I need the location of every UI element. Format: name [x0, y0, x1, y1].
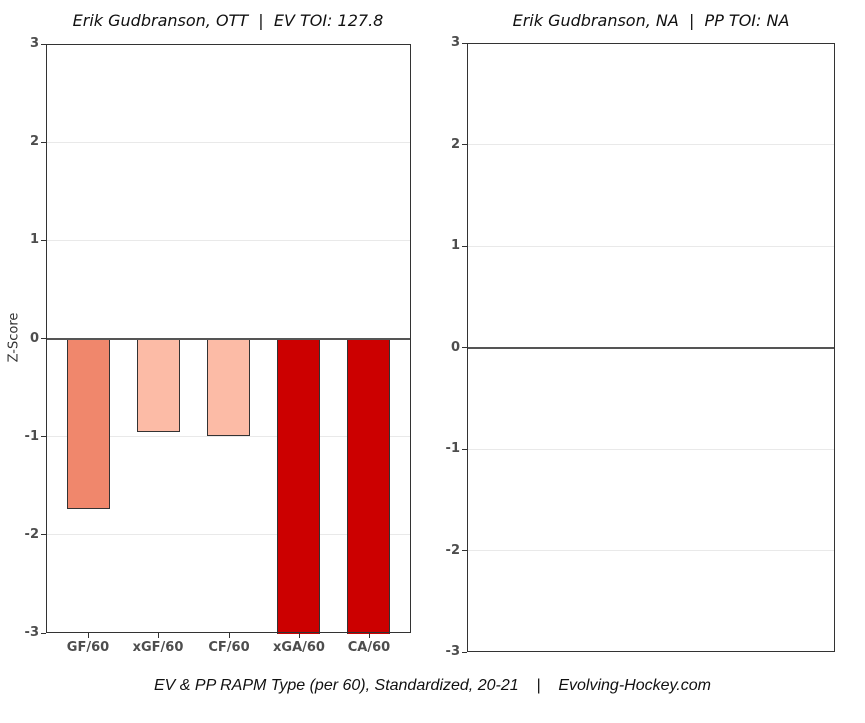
y-tick-label: 0: [450, 339, 460, 355]
y-tick: [41, 534, 46, 536]
y-tick: [462, 448, 467, 450]
y-tick: [41, 632, 46, 634]
bar-ca-60: [347, 339, 390, 634]
gridline: [47, 239, 410, 241]
y-tick: [462, 42, 467, 44]
zero-line: [467, 346, 835, 349]
y-tick-label: 1: [450, 238, 460, 253]
bar-cf-60: [207, 339, 250, 436]
y-tick-label: -3: [24, 625, 39, 640]
y-tick-label: -3: [445, 644, 460, 659]
y-tick: [462, 550, 467, 551]
y-tick: [462, 651, 467, 653]
x-axis-label: CA/60: [347, 640, 391, 655]
y-tick-label: -1: [24, 428, 39, 444]
x-tick: [299, 633, 300, 638]
y-tick-label: -1: [445, 441, 460, 456]
y-tick: [41, 141, 46, 143]
y-tick-label: 0: [29, 330, 39, 346]
zero-line: [46, 337, 411, 340]
y-tick: [462, 144, 467, 145]
y-tick: [41, 436, 46, 438]
x-tick: [229, 633, 230, 638]
y-tick-label: 1: [29, 232, 39, 248]
y-tick-label: 3: [29, 36, 39, 51]
gridline: [468, 550, 834, 551]
y-tick: [41, 338, 46, 339]
x-axis-label: GF/60: [66, 640, 110, 655]
bar-gf-60: [67, 339, 110, 509]
y-tick-label: 2: [450, 136, 460, 152]
bar-xgf-60: [137, 339, 180, 432]
gridline: [468, 144, 834, 145]
gridline: [47, 436, 410, 438]
gridline: [468, 448, 834, 450]
x-tick: [88, 633, 89, 638]
x-tick: [369, 633, 370, 638]
y-tick: [462, 245, 467, 247]
y-tick: [41, 239, 46, 241]
chart-caption: EV & PP RAPM Type (per 60), Standardized…: [154, 677, 711, 694]
y-tick-label: 3: [450, 35, 460, 50]
y-tick-label: -2: [445, 542, 460, 558]
gridline: [468, 245, 834, 247]
bar-xga-60: [277, 339, 320, 634]
x-tick: [158, 633, 159, 638]
x-axis-label: xGF/60: [132, 640, 184, 655]
right-chart-title: Erik Gudbranson, NA | PP TOI: NA: [512, 11, 790, 30]
y-tick-label: 2: [29, 134, 39, 150]
y-tick: [41, 43, 46, 45]
x-axis-label: xGA/60: [273, 640, 325, 655]
y-tick-label: -2: [24, 526, 39, 542]
x-axis-label: CF/60: [208, 640, 250, 655]
gridline: [47, 141, 410, 143]
left-chart-title: Erik Gudbranson, OTT | EV TOI: 127.8: [72, 11, 384, 30]
gridline: [47, 534, 410, 536]
y-tick: [462, 347, 467, 348]
